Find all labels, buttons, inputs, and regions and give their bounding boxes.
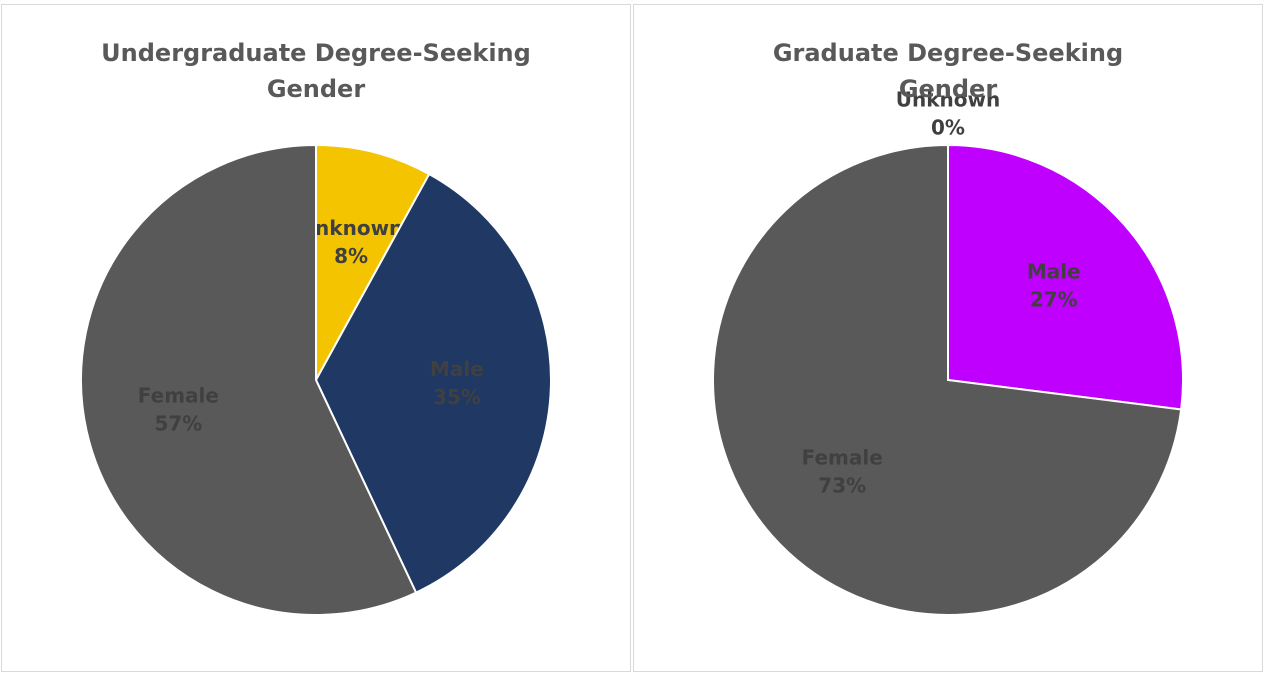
category-label: Unknown bbox=[896, 88, 1000, 112]
value-label: 0% bbox=[931, 116, 965, 140]
chart-panel: Unknown 0% Male 27% Female 73% Graduate Degree… bbox=[633, 4, 1263, 672]
pie-slice bbox=[314, 172, 552, 594]
category-label: Male bbox=[1027, 259, 1081, 283]
pie-chart: Unknown 0% Male 27% Female 73% bbox=[712, 88, 1184, 616]
value-label: 27% bbox=[1030, 287, 1078, 311]
value-label: 8% bbox=[334, 244, 368, 268]
pie-slice bbox=[80, 143, 418, 616]
chart-title: Undergraduate Degree-Seeking Gender bbox=[101, 39, 531, 103]
category-label: Male bbox=[430, 357, 484, 381]
chart-title: Graduate Degree-Seeking Gender bbox=[772, 39, 1124, 103]
pie-slice bbox=[315, 143, 431, 381]
chart-panel: Unknown 8% Male 35% Female 57% Undergraduate D… bbox=[1, 4, 631, 672]
category-label: Female bbox=[802, 446, 883, 470]
value-label: 57% bbox=[154, 411, 202, 435]
value-label: 73% bbox=[818, 474, 866, 498]
pie-slice bbox=[947, 143, 1184, 411]
category-label: Female bbox=[138, 383, 219, 407]
pie-slice bbox=[712, 143, 1183, 616]
value-label: 35% bbox=[433, 385, 481, 409]
